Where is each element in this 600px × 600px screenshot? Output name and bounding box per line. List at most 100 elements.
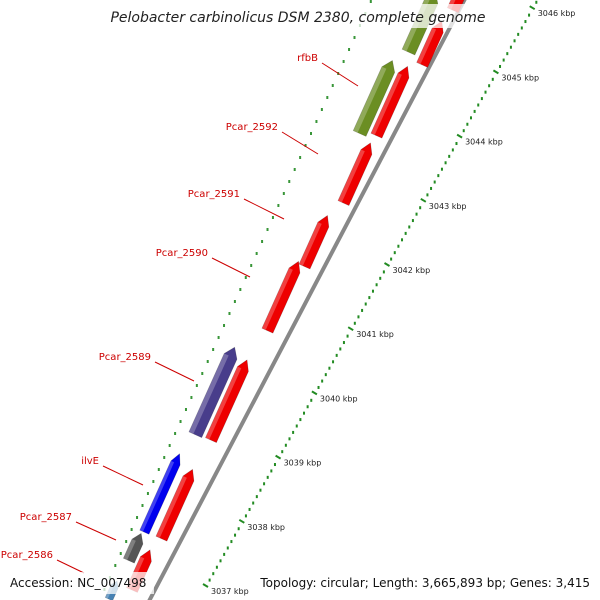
tick-dot [230, 540, 233, 544]
tick-dot [250, 264, 253, 267]
tick-dot [448, 154, 451, 158]
tick-label: 3042 kbp [393, 266, 431, 275]
tick-dot [266, 228, 269, 231]
tick-dot [520, 26, 523, 30]
summary-backdrop [256, 572, 594, 594]
tick-label: 3045 kbp [501, 73, 539, 82]
cds-arrow-highlight [370, 73, 402, 135]
cds-arrow [188, 346, 238, 439]
tick-dot [114, 564, 117, 567]
tick-dot [353, 36, 356, 39]
tick-label: 3044 kbp [465, 138, 503, 147]
tick-dot [368, 296, 371, 300]
cds-arrow [261, 260, 301, 334]
tick-mark [311, 390, 318, 396]
tick-dot [321, 379, 324, 383]
tick-dot [426, 193, 429, 197]
title-backdrop [112, 4, 490, 28]
cds-arrow-body [139, 453, 181, 535]
tick-dot [303, 411, 306, 415]
cds-arrow [352, 60, 395, 137]
tick-dot [469, 116, 472, 120]
gene-label: Pcar_2586 [1, 550, 53, 561]
tick-label: 3039 kbp [284, 459, 322, 468]
tick-dot [346, 334, 349, 338]
tick-dot [226, 546, 229, 550]
tick-dot [310, 132, 313, 135]
tick-dot [259, 488, 262, 492]
tick-dot [299, 156, 302, 159]
cds-arrow-highlight [447, 0, 464, 10]
tick-dot [397, 244, 400, 248]
cds-arrow-body [298, 214, 330, 270]
tick-dot [348, 48, 351, 51]
leader-line [281, 131, 319, 155]
tick-dot [288, 180, 291, 183]
tick-dot [152, 480, 155, 483]
tick-dot [255, 252, 258, 255]
tick-dot [524, 20, 527, 24]
tick-dot [217, 336, 220, 339]
tick-dot [535, 0, 538, 4]
tick-dot [295, 424, 298, 428]
tick-dot [125, 540, 128, 543]
tick-label: 3046 kbp [538, 9, 576, 18]
tick-marks: 3037 kbp 3038 kbp 3039 kbp 3040 kbp 3041 kbp… [202, 5, 576, 596]
gene-label: Pcar_2590 [156, 248, 208, 259]
tick-dot [195, 384, 198, 387]
cds-arrow [298, 214, 330, 270]
cds-arrow-body [337, 142, 373, 206]
cds-arrow-body [205, 359, 249, 443]
leader-line [243, 198, 285, 220]
tick-dot [328, 366, 331, 370]
leader-line [102, 465, 144, 486]
tick-dot [353, 321, 356, 325]
tick-dot [480, 97, 483, 101]
tick-dot [466, 122, 469, 126]
tick-dot [440, 167, 443, 171]
tick-dot [261, 240, 264, 243]
tick-dot [228, 312, 231, 315]
cds-arrow-body [261, 260, 301, 334]
leader-line [321, 62, 359, 87]
cds-arrow-highlight [416, 27, 437, 65]
tick-dot [339, 347, 342, 351]
tick-label: 3038 kbp [247, 523, 285, 532]
backbone-line [147, 0, 467, 600]
tick-dot [393, 251, 396, 255]
tick-dot [284, 443, 287, 447]
tick-mark [238, 518, 245, 524]
cds-arrow-highlight [261, 268, 293, 330]
tick-mark [492, 69, 499, 75]
tick-dot [473, 109, 476, 113]
leader-line [56, 559, 85, 574]
cds-arrow-highlight [337, 149, 365, 203]
tick-dot [315, 120, 318, 123]
cds-arrow-body [352, 60, 395, 137]
cds-arrow-highlight [353, 66, 387, 133]
cds-arrow-highlight [188, 353, 229, 434]
tick-dot [201, 372, 204, 375]
tick-dot [223, 552, 226, 556]
tick-dot [248, 507, 251, 511]
tick-dot [411, 219, 414, 223]
cds-arrow-body [122, 532, 144, 564]
cds-arrow-body [370, 65, 410, 139]
tick-dot [335, 353, 338, 357]
tick-dot [208, 578, 211, 582]
accession-text: Accession: NC_007498 [10, 576, 146, 590]
tick-dot [369, 0, 372, 3]
tick-dot [361, 308, 364, 312]
tick-dot [141, 504, 144, 507]
cds-arrow-body [155, 468, 195, 542]
leader-line [154, 361, 195, 382]
tick-dot [212, 348, 215, 351]
summary-text: Topology: circular; Length: 3,665,893 bp… [259, 576, 590, 590]
tick-dot [271, 216, 274, 219]
tick-dot [364, 302, 367, 306]
tick-dot [292, 430, 295, 434]
cds-arrow-highlight [139, 460, 175, 532]
tick-dot [263, 482, 266, 486]
tick-dot [484, 90, 487, 94]
